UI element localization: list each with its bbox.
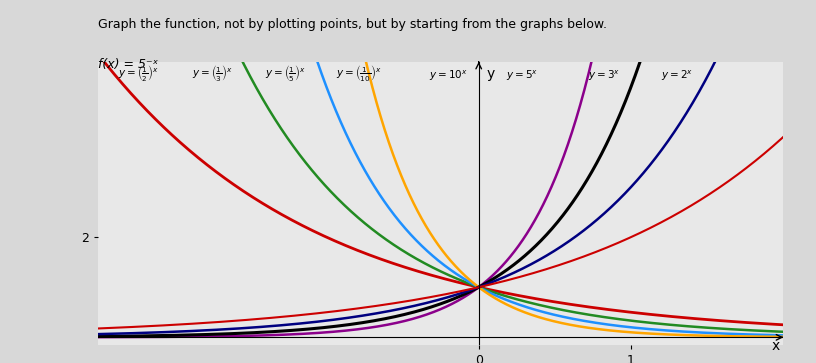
Text: $y=5^x$: $y=5^x$	[506, 69, 539, 83]
Text: $y=\left(\frac{1}{3}\right)^x$: $y=\left(\frac{1}{3}\right)^x$	[192, 64, 233, 83]
Text: $y=3^x$: $y=3^x$	[588, 69, 620, 83]
Text: $y=2^x$: $y=2^x$	[661, 69, 694, 83]
Text: x: x	[772, 339, 780, 353]
Text: f(x) = 5⁻ˣ: f(x) = 5⁻ˣ	[98, 58, 158, 71]
Text: $y=\left(\frac{1}{10}\right)^x$: $y=\left(\frac{1}{10}\right)^x$	[336, 64, 382, 83]
Text: $y=\left(\frac{1}{2}\right)^x$: $y=\left(\frac{1}{2}\right)^x$	[118, 64, 159, 83]
Text: $y=\left(\frac{1}{5}\right)^x$: $y=\left(\frac{1}{5}\right)^x$	[265, 64, 306, 83]
Text: $y=10^x$: $y=10^x$	[429, 69, 468, 83]
Text: Graph the function, not by plotting points, but by starting from the graphs belo: Graph the function, not by plotting poin…	[98, 18, 607, 31]
Text: y: y	[487, 67, 495, 81]
